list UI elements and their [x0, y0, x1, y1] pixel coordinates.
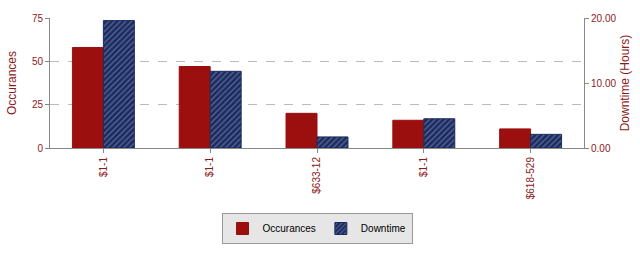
svg-text:20.00: 20.00 [591, 13, 616, 24]
svg-text:Occurances: Occurances [263, 223, 316, 234]
svg-text:10.00: 10.00 [591, 78, 616, 89]
svg-text:$1-1: $1-1 [98, 157, 109, 177]
svg-text:0: 0 [37, 143, 43, 154]
svg-text:$1-1: $1-1 [418, 157, 429, 177]
svg-text:25: 25 [32, 99, 44, 110]
svg-text:Downtime (Hours): Downtime (Hours) [618, 35, 632, 132]
svg-text:$1-1: $1-1 [204, 157, 215, 177]
svg-text:50: 50 [32, 56, 44, 67]
svg-text:$633-12: $633-12 [311, 157, 322, 194]
svg-text:Downtime: Downtime [361, 223, 406, 234]
svg-text:Occurances: Occurances [5, 51, 19, 115]
svg-text:75: 75 [32, 13, 44, 24]
svg-text:0.00: 0.00 [591, 143, 611, 154]
svg-text:$618-529: $618-529 [525, 157, 536, 200]
